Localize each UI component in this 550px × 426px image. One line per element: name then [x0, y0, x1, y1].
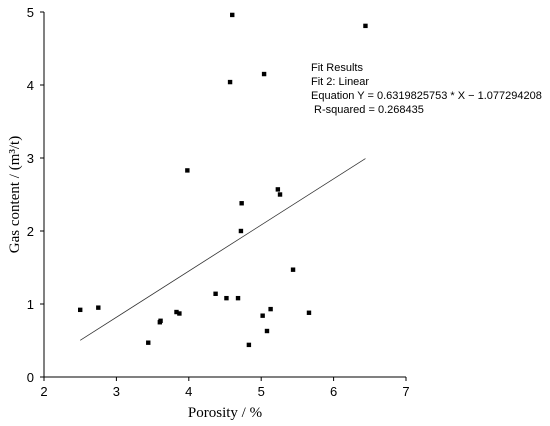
- x-tick-label: 7: [402, 384, 409, 399]
- y-axis-ticks: 0 1 2 3 4 5: [27, 5, 44, 385]
- x-tick-label: 6: [330, 384, 337, 399]
- data-point: [268, 306, 273, 312]
- x-axis-ticks: 2 3 4 5 6 7: [40, 377, 410, 399]
- annotation-line: Equation Y = 0.6319825753 * X − 1.077294…: [311, 90, 542, 102]
- y-tick-label: 5: [27, 5, 34, 20]
- x-tick-label: 5: [258, 384, 265, 399]
- y-tick-label: 3: [27, 151, 34, 166]
- annotation-line: Fit 2: Linear: [311, 76, 369, 88]
- x-axis-title: Porosity / %: [188, 405, 262, 421]
- data-point: [239, 201, 244, 206]
- data-point: [246, 342, 252, 348]
- data-point: [275, 187, 281, 192]
- data-point: [174, 309, 179, 315]
- fit-results-annotation: Fit Results Fit 2: Linear Equation Y = 0.6…: [311, 62, 542, 116]
- y-tick-label: 1: [27, 297, 34, 312]
- data-point: [185, 168, 190, 173]
- data-point: [227, 79, 233, 85]
- y-axis-title: Gas content / (m³/t): [7, 136, 23, 253]
- data-point: [146, 340, 151, 345]
- data-point: [235, 295, 241, 301]
- data-point: [261, 71, 267, 77]
- data-point: [290, 267, 296, 272]
- fit-line: [79, 158, 366, 341]
- data-point: [158, 318, 163, 323]
- data-point: [177, 311, 182, 316]
- data-points: [78, 12, 368, 348]
- annotation-line: R-squared = 0.268435: [311, 104, 424, 116]
- data-point: [238, 228, 244, 234]
- x-tick-label: 3: [113, 384, 120, 399]
- data-point: [306, 310, 312, 315]
- data-point: [363, 23, 368, 29]
- data-point: [78, 307, 83, 313]
- data-point: [224, 295, 229, 301]
- data-point: [277, 192, 283, 197]
- x-tick-label: 2: [40, 384, 47, 399]
- y-tick-label: 4: [27, 78, 34, 93]
- data-point: [213, 291, 218, 296]
- x-tick-label: 4: [185, 384, 192, 399]
- data-point: [96, 305, 101, 310]
- data-point: [230, 12, 235, 18]
- data-point: [264, 328, 270, 334]
- data-point: [260, 313, 265, 318]
- y-tick-label: 2: [27, 224, 34, 239]
- annotation-line: Fit Results: [311, 62, 363, 74]
- y-tick-label: 0: [27, 370, 34, 385]
